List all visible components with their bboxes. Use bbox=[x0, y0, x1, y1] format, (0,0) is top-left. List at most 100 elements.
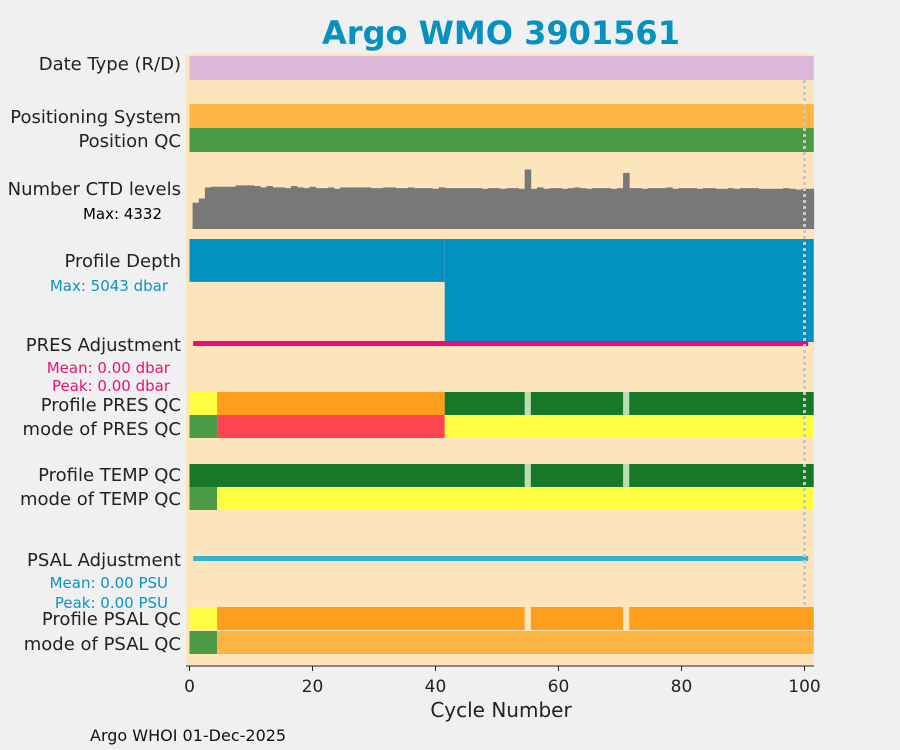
ctd-level-bar bbox=[789, 188, 796, 229]
missing-cycle-gap bbox=[623, 392, 630, 415]
ctd-level-bar bbox=[444, 188, 452, 229]
x-tick-label: 100 bbox=[788, 677, 820, 697]
ctd-level-bar bbox=[334, 188, 341, 229]
ctd-level-bar bbox=[309, 186, 316, 229]
x-axis-label: Cycle Number bbox=[430, 698, 572, 722]
row-label-mode-temp-qc: mode of TEMP QC bbox=[20, 489, 181, 510]
row-label-pres-adjustment: PRES Adjustment bbox=[26, 335, 181, 356]
row-label-positioning-system: Positioning System bbox=[10, 107, 181, 128]
ctd-level-bar bbox=[764, 188, 772, 229]
ctd-level-bar bbox=[254, 186, 261, 229]
ctd-level-bar bbox=[284, 188, 292, 229]
mode-pres-qc-bars bbox=[189, 415, 814, 438]
mode-temp-qc-bars bbox=[189, 487, 814, 510]
pres-adjustment-line bbox=[193, 341, 809, 346]
missing-cycle-gap bbox=[524, 464, 531, 487]
plot-background bbox=[186, 54, 814, 666]
ctd-level-bar bbox=[586, 188, 593, 229]
ctd-level-bar bbox=[401, 188, 409, 229]
profile-psal-qc-segment bbox=[189, 607, 218, 630]
footer-credit: Argo WHOI 01-Dec-2025 bbox=[90, 726, 286, 745]
ctd-level-bar bbox=[629, 188, 636, 229]
mode-pres-qc-segment bbox=[189, 415, 218, 438]
ctd-level-bar bbox=[536, 187, 544, 229]
pres-peak-note: Peak: 0.00 dbar bbox=[52, 377, 171, 395]
ctd-level-bar bbox=[340, 187, 347, 229]
psal-mean-note: Mean: 0.00 PSU bbox=[50, 574, 168, 592]
ctd-level-bar bbox=[266, 186, 273, 229]
ctd-level-bar bbox=[653, 188, 661, 229]
chart-title: Argo WMO 3901561 bbox=[322, 14, 680, 52]
mode-pres-qc-segment bbox=[217, 415, 445, 438]
ctd-level-bar bbox=[450, 188, 458, 229]
row-labels: Date Type (R/D) Positioning System Posit… bbox=[8, 54, 181, 655]
ctd-max-note: Max: 4332 bbox=[83, 205, 162, 223]
ctd-level-bar bbox=[573, 187, 581, 229]
row-label-profile-depth: Profile Depth bbox=[64, 251, 181, 272]
ctd-level-bar bbox=[623, 172, 630, 229]
position-qc-bar bbox=[189, 128, 814, 152]
ctd-level-bar bbox=[290, 186, 298, 229]
row-label-profile-temp-qc: Profile TEMP QC bbox=[38, 465, 181, 486]
profile-pres-qc-segment bbox=[217, 392, 445, 415]
ctd-level-bar bbox=[389, 187, 396, 229]
ctd-level-bar bbox=[506, 188, 513, 229]
profile-depth-bars bbox=[189, 239, 814, 342]
pres-mean-note: Mean: 0.00 dbar bbox=[47, 359, 171, 377]
mode-psal-qc-segment bbox=[217, 631, 814, 654]
row-label-ctd-levels: Number CTD levels bbox=[8, 179, 181, 200]
missing-cycle-gap bbox=[623, 607, 630, 630]
missing-cycle-gap bbox=[623, 464, 630, 487]
profile-psal-qc-bars bbox=[189, 607, 814, 630]
ctd-level-bar bbox=[457, 188, 464, 229]
ctd-level-bar bbox=[321, 188, 329, 229]
ctd-level-bar bbox=[530, 188, 538, 229]
ctd-level-bar bbox=[278, 187, 286, 229]
x-tick-label: 0 bbox=[184, 677, 195, 697]
ctd-level-bar bbox=[543, 188, 550, 229]
row-label-date-type: Date Type (R/D) bbox=[39, 54, 181, 75]
ctd-level-bar bbox=[690, 188, 698, 229]
depth-max-note: Max: 5043 dbar bbox=[50, 277, 169, 295]
profile-depth-bar bbox=[444, 239, 814, 342]
ctd-level-bar bbox=[776, 188, 784, 229]
ctd-level-bar bbox=[549, 188, 556, 229]
ctd-level-bar bbox=[223, 186, 230, 229]
ctd-level-bar bbox=[641, 188, 649, 229]
ctd-level-bar bbox=[770, 188, 778, 229]
x-tick-label: 60 bbox=[548, 677, 570, 697]
ctd-level-bar bbox=[727, 188, 735, 229]
ctd-level-bar bbox=[703, 188, 710, 229]
ctd-level-bar bbox=[481, 188, 489, 229]
ctd-level-bar bbox=[555, 188, 562, 229]
ctd-level-bar bbox=[192, 202, 200, 229]
ctd-level-bar bbox=[672, 188, 679, 229]
ctd-level-bar bbox=[377, 188, 384, 229]
ctd-level-bar bbox=[733, 188, 741, 229]
ctd-level-bar bbox=[580, 188, 587, 229]
row-label-profile-psal-qc: Profile PSAL QC bbox=[42, 609, 181, 630]
ctd-level-bar bbox=[610, 188, 618, 229]
x-axis: 0 20 40 60 80 100 Cycle Number bbox=[184, 665, 821, 722]
ctd-level-bar bbox=[364, 187, 372, 229]
ctd-level-bar bbox=[438, 187, 446, 229]
ctd-level-bar bbox=[666, 187, 673, 229]
ctd-level-bar bbox=[696, 188, 704, 229]
ctd-level-bar bbox=[211, 186, 218, 229]
ctd-level-bar bbox=[807, 188, 815, 229]
ctd-level-bar bbox=[247, 185, 255, 229]
ctd-level-bar bbox=[260, 187, 267, 229]
positioning-system-bar bbox=[189, 104, 814, 128]
row-label-position-qc: Position QC bbox=[78, 131, 181, 152]
profile-psal-qc-segment bbox=[217, 607, 814, 630]
mode-temp-qc-segment bbox=[217, 487, 814, 510]
date-type-bar bbox=[189, 56, 814, 80]
profile-pres-qc-bars bbox=[189, 392, 814, 415]
ctd-level-bar bbox=[493, 188, 501, 229]
ctd-level-bar bbox=[217, 186, 224, 229]
ctd-level-bar bbox=[432, 188, 439, 229]
ctd-level-bar bbox=[678, 188, 685, 229]
ctd-level-bar bbox=[782, 188, 790, 229]
ctd-level-bar bbox=[315, 188, 323, 229]
